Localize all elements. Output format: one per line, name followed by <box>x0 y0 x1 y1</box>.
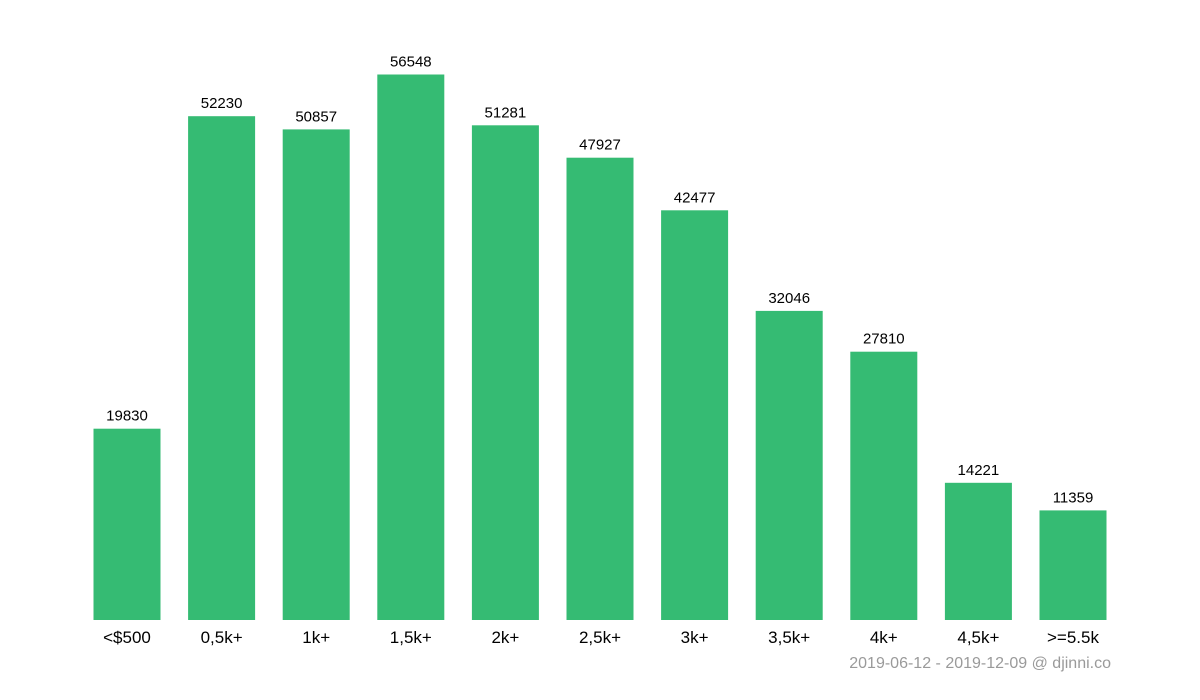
bar-value-label-10: 11359 <box>1053 489 1094 506</box>
bar-1 <box>188 116 256 620</box>
bar-value-label-4: 51281 <box>485 104 527 121</box>
bar-8 <box>850 351 918 620</box>
bar-value-label-1: 52230 <box>201 95 243 112</box>
bar-value-label-3: 56548 <box>390 54 432 71</box>
x-tick-label-8: 4k+ <box>870 628 898 647</box>
x-tick-label-2: 1k+ <box>302 628 330 647</box>
bar-value-label-8: 27810 <box>863 331 905 348</box>
bar-value-label-7: 32046 <box>768 290 810 307</box>
bar-value-label-6: 42477 <box>674 189 716 206</box>
bar-value-label-0: 19830 <box>106 408 148 425</box>
x-tick-label-6: 3k+ <box>681 628 709 647</box>
x-tick-label-1: 0,5k+ <box>201 628 243 647</box>
bar-4 <box>471 125 539 621</box>
x-tick-label-4: 2k+ <box>491 628 519 647</box>
bar-2 <box>282 129 350 620</box>
x-tick-label-3: 1,5k+ <box>390 628 432 647</box>
x-tick-label-9: 4,5k+ <box>957 628 999 647</box>
bar-value-label-9: 14221 <box>958 462 1000 479</box>
bar-9 <box>944 482 1012 620</box>
bar-10 <box>1039 510 1107 620</box>
bar-5 <box>566 157 634 620</box>
x-tick-label-10: >=5.5k <box>1047 628 1099 647</box>
bar-6 <box>661 210 729 621</box>
x-tick-label-5: 2,5k+ <box>579 628 621 647</box>
x-tick-label-0: <$500 <box>103 628 151 647</box>
bar-0 <box>93 428 161 620</box>
x-tick-label-7: 3,5k+ <box>768 628 810 647</box>
bar-value-label-5: 47927 <box>579 137 621 154</box>
bar-7 <box>755 310 823 620</box>
bar-value-label-2: 50857 <box>295 108 337 125</box>
date-range-caption: 2019-06-12 - 2019-12-09 @ djinni.co <box>849 655 1111 672</box>
bar-3 <box>377 74 445 620</box>
